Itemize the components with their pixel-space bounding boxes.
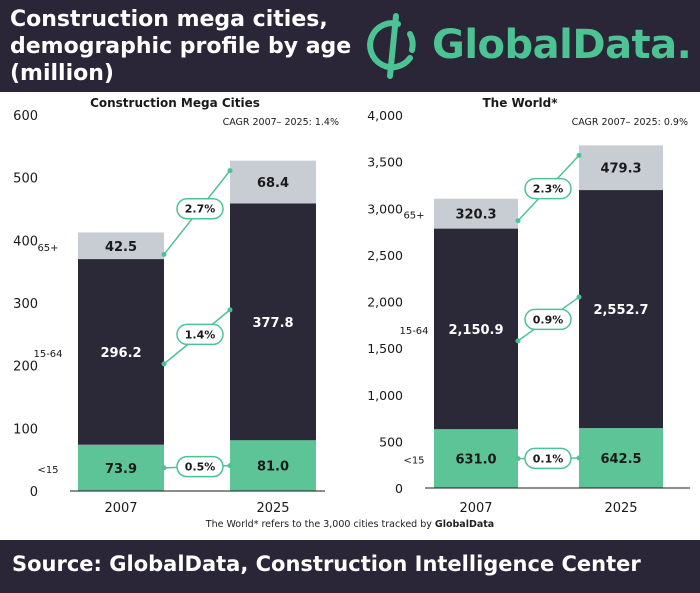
chart2-connector-dot [515, 218, 521, 224]
chart2-bar-2025-65 [579, 145, 663, 191]
chart1-series-label: <15 [37, 465, 58, 476]
chart2-category-label: 2025 [604, 501, 637, 516]
chart1-ytick-label: 200 [13, 360, 38, 375]
chart2-series-label: <15 [403, 456, 424, 467]
title-line-3: (million) [10, 61, 114, 86]
chart2-bar-2025-15 [579, 428, 663, 488]
footnote-text: The World* refers to the 3,000 cities tr… [205, 519, 435, 530]
chart2-series-label: 65+ [403, 211, 424, 222]
chart1-cagr-pill [176, 323, 224, 346]
chart1-data-label: 81.0 [257, 460, 289, 475]
chart2-connector-dot [576, 294, 582, 300]
chart2-series-label: 15-64 [399, 326, 428, 337]
chart1-connector-dot [227, 307, 233, 313]
chart2-ytick-label: 1,000 [367, 388, 403, 403]
chart2-connector-dot [576, 455, 582, 461]
chart2-cagr-pill [524, 177, 572, 200]
chart2-bar-2025-1564 [579, 190, 663, 429]
chart2-ytick-label: 0 [395, 481, 403, 496]
page-title: Construction mega cities, demographic pr… [10, 6, 370, 87]
chart1-cagr-label: 0.5% [185, 461, 216, 474]
title-line-2: demographic profile by age [10, 34, 352, 59]
chart2-cagr-label: 2.3% [533, 183, 564, 196]
footer-banner: Source: GlobalData, Construction Intelli… [0, 540, 700, 593]
footnote: The World* refers to the 3,000 cities tr… [0, 519, 700, 530]
chart1-data-label: 42.5 [105, 240, 137, 255]
chart1-connector-dot [161, 465, 167, 471]
chart1-ytick-label: 300 [13, 297, 38, 312]
chart2-ytick-label: 2,000 [367, 295, 403, 310]
chart1-cagr-pill [176, 197, 224, 220]
chart1-title: Construction Mega Cities [90, 96, 260, 110]
chart2-data-label: 2,150.9 [448, 323, 503, 338]
chart1-ytick-label: 600 [13, 109, 38, 124]
header-banner: Construction mega cities, demographic pr… [0, 0, 700, 92]
chart1-data-label: 377.8 [252, 316, 293, 331]
charts-area: Construction Mega Cities CAGR 2007– 2025:… [13, 96, 690, 516]
chart2-bar-2007-1564 [434, 228, 518, 430]
chart1-ytick-label: 400 [13, 234, 38, 249]
globaldata-logo-icon [367, 13, 416, 79]
globaldata-logo: GlobalData. [362, 10, 692, 82]
chart2-bar-2007-15 [434, 429, 518, 488]
chart1-bar-2025-65 [230, 160, 316, 204]
chart2-data-label: 320.3 [455, 208, 496, 223]
chart1-series-label: 15-64 [33, 349, 62, 360]
chart2-cagr-subtitle: CAGR 2007– 2025: 0.9% [572, 117, 688, 128]
chart1-cagr-pill [176, 455, 224, 478]
chart1-cagr-subtitle: CAGR 2007– 2025: 1.4% [223, 117, 339, 128]
title-line-1: Construction mega cities, [10, 7, 328, 32]
chart2-data-label: 479.3 [600, 162, 641, 177]
chart2-cagr-label: 0.9% [533, 313, 564, 326]
chart2-ytick-label: 4,000 [367, 108, 403, 123]
chart2-data-label: 642.5 [600, 452, 641, 467]
chart1-cagr-label: 2.7% [185, 203, 216, 216]
chart1-ytick-label: 0 [30, 485, 38, 500]
chart2-data-label: 631.0 [455, 453, 496, 468]
chart2-connector-dot [576, 152, 582, 158]
chart2-ytick-label: 2,500 [367, 248, 403, 263]
source-text: Source: GlobalData, Construction Intelli… [12, 552, 641, 576]
chart2-cagr-label: 0.1% [533, 452, 564, 465]
chart2-ytick-label: 1,500 [367, 341, 403, 356]
logo-text: GlobalData. [432, 22, 692, 68]
chart1-bar-2007-1564 [78, 259, 164, 445]
chart2-cagr-pill [524, 447, 572, 470]
chart2-title: The World* [483, 96, 559, 110]
chart1-ytick-label: 500 [13, 172, 38, 187]
chart1-data-label: 68.4 [257, 176, 289, 191]
chart1-data-label: 296.2 [100, 346, 141, 361]
chart2-ytick-label: 3,500 [367, 155, 403, 170]
chart1-bar-2025-15 [230, 440, 316, 491]
chart1-series-label: 65+ [37, 243, 58, 254]
chart1-bar-2007-65 [78, 232, 164, 260]
chart1-connector-dot [227, 463, 233, 469]
chart1-ytick-label: 100 [13, 422, 38, 437]
chart1-category-label: 2025 [256, 501, 289, 516]
chart2-category-label: 2007 [459, 501, 492, 516]
chart2-bar-2007-65 [434, 198, 518, 229]
chart1-cagr-label: 1.4% [185, 328, 216, 341]
chart1-connector-dot [161, 361, 167, 367]
chart2-ytick-label: 3,000 [367, 201, 403, 216]
chart1-connector-dot [227, 168, 233, 174]
chart2-ytick-label: 500 [379, 434, 403, 449]
chart2-connector-dot [515, 338, 521, 344]
chart1-category-label: 2007 [104, 501, 137, 516]
footnote-brand: GlobalData [434, 519, 495, 530]
chart1-bar-2025-1564 [230, 203, 316, 441]
chart1-connector-dot [161, 251, 167, 257]
chart2-data-label: 2,552.7 [593, 303, 648, 318]
chart1-data-label: 73.9 [105, 462, 137, 477]
chart2-connector-dot [515, 456, 521, 462]
chart1-bar-2007-15 [78, 444, 164, 491]
chart2-cagr-pill [524, 308, 572, 331]
